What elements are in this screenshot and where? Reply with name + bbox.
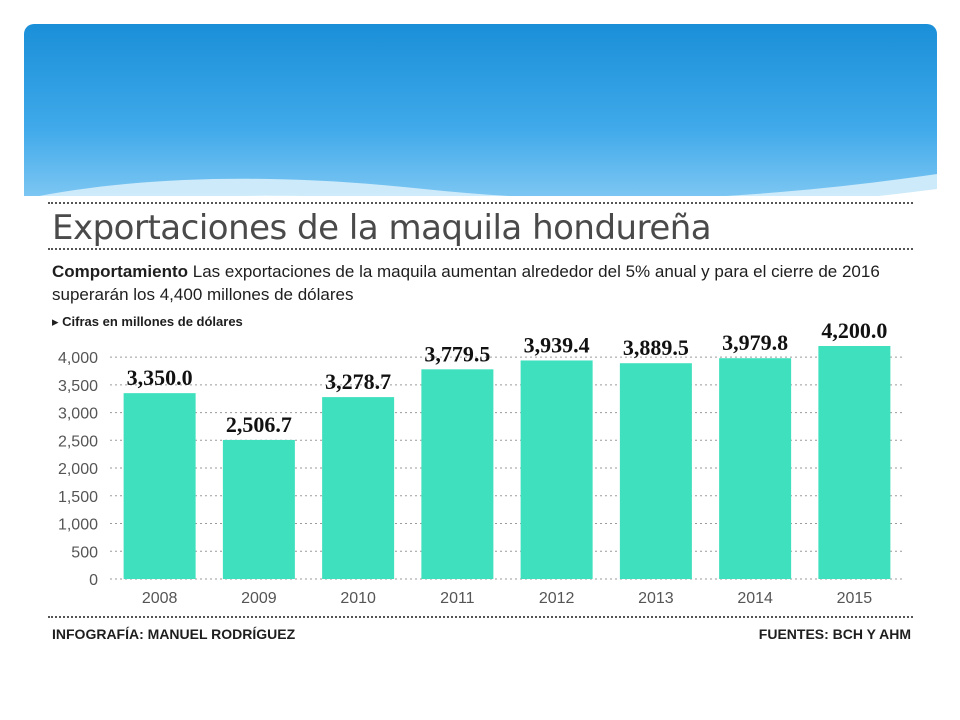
x-tick-label: 2015 bbox=[837, 590, 873, 607]
y-tick-label: 2,500 bbox=[58, 433, 98, 450]
bar bbox=[520, 360, 593, 579]
footer-divider bbox=[48, 616, 913, 618]
bar bbox=[123, 393, 196, 579]
value-label: 4,200.0 bbox=[821, 318, 887, 343]
x-tick-label: 2010 bbox=[340, 590, 376, 607]
y-tick-label: 500 bbox=[71, 544, 98, 561]
y-tick-label: 3,000 bbox=[58, 406, 98, 423]
y-tick-label: 1,500 bbox=[58, 489, 98, 506]
value-label: 3,278.7 bbox=[325, 369, 391, 394]
title-bar: Exportaciones de la maquila hondureña bbox=[48, 202, 913, 250]
bar bbox=[421, 369, 494, 579]
x-tick-label: 2009 bbox=[241, 590, 277, 607]
chart-subtitle: Comportamiento Las exportaciones de la m… bbox=[52, 260, 917, 306]
subtitle-bold: Comportamiento bbox=[52, 262, 188, 281]
credit-text: INFOGRAFÍA: MANUEL RODRÍGUEZ bbox=[52, 626, 296, 642]
triangle-icon: ▸ bbox=[52, 314, 59, 329]
y-tick-label: 4,000 bbox=[58, 350, 98, 367]
bar-chart: 0 500 1,000 1,500 2,000 2,500 3,000 3,500 4,000 3… bbox=[58, 318, 904, 607]
chart-title: Exportaciones de la maquila hondureña bbox=[52, 208, 712, 248]
bar bbox=[322, 397, 395, 579]
units-note: ▸ Cifras en millones de dólares bbox=[52, 314, 243, 330]
value-label: 2,506.7 bbox=[226, 412, 292, 437]
bar bbox=[719, 358, 792, 579]
x-tick-label: 2013 bbox=[638, 590, 674, 607]
value-label: 3,939.4 bbox=[524, 332, 590, 357]
bar bbox=[818, 346, 891, 579]
x-tick-label: 2008 bbox=[142, 590, 178, 607]
y-tick-label: 3,500 bbox=[58, 378, 98, 395]
units-note-text: Cifras en millones de dólares bbox=[62, 314, 243, 329]
infographic-card: Exportaciones de la maquila hondureña Co… bbox=[24, 196, 937, 666]
y-tick-label: 0 bbox=[89, 572, 98, 589]
y-tick-label: 2,000 bbox=[58, 461, 98, 478]
value-label: 3,779.5 bbox=[424, 341, 490, 366]
value-label: 3,350.0 bbox=[127, 365, 193, 390]
x-tick-label: 2011 bbox=[440, 590, 475, 607]
y-tick-label: 1,000 bbox=[58, 517, 98, 534]
bar bbox=[619, 363, 692, 579]
value-label: 3,979.8 bbox=[722, 330, 788, 355]
sources-text: FUENTES: BCH Y AHM bbox=[758, 626, 911, 642]
value-label: 3,889.5 bbox=[623, 335, 689, 360]
x-tick-label: 2012 bbox=[539, 590, 575, 607]
bar bbox=[222, 439, 295, 579]
subtitle-text: Las exportaciones de la maquila aumentan… bbox=[52, 262, 880, 304]
x-tick-label: 2014 bbox=[737, 590, 773, 607]
